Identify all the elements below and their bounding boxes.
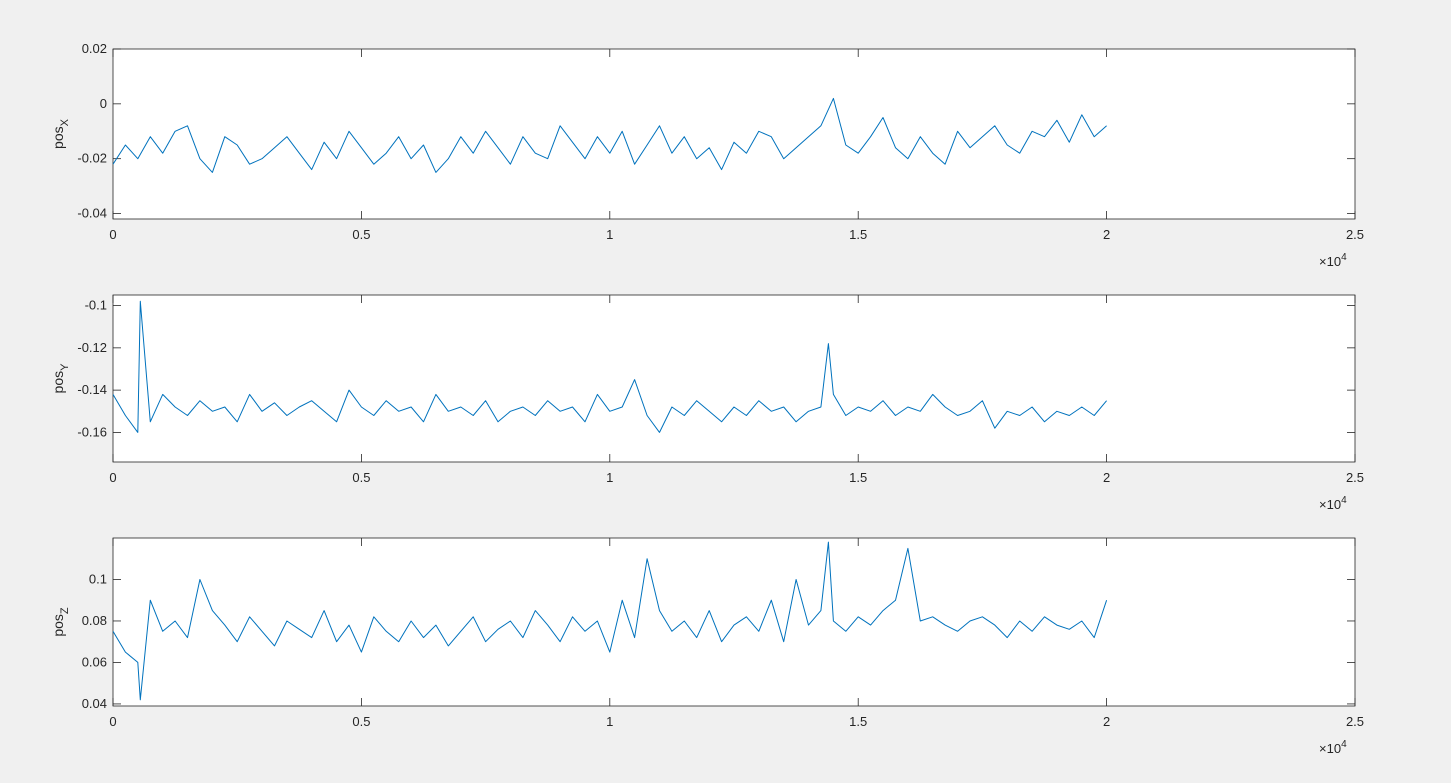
x-tick-label: 2.5 [1346, 470, 1364, 485]
y-tick-label: 0.1 [89, 571, 107, 586]
axes-box [112, 294, 1356, 463]
series-line [113, 97, 1107, 173]
y-tick-label: 0.04 [82, 696, 107, 711]
y-tick-label: 0.02 [82, 41, 107, 56]
y-tick-label: -0.1 [85, 298, 107, 313]
x-tick-label: 0 [109, 227, 116, 242]
x-tick-label: 0 [109, 714, 116, 729]
axes-box [112, 48, 1356, 220]
x-tick-label: 1 [606, 470, 613, 485]
x-exponent-label: ×104 [1319, 495, 1347, 512]
subplot-x: 0 0.5 1 1.5 2 2.5 -0.04 -0.02 0 0.02 ×104 posX [50, 41, 1364, 269]
x-tick-label: 0.5 [352, 714, 370, 729]
x-exponent-label: ×104 [1319, 739, 1347, 756]
x-tick-label: 0 [109, 470, 116, 485]
y-tick-label: -0.14 [77, 382, 107, 397]
subplot-y: 0 0.5 1 1.5 2 2.5 -0.16 -0.14 -0.12 -0.1 ×104 posY [50, 294, 1364, 512]
y-axis-label: posZ [50, 607, 71, 637]
x-tick-label: 2.5 [1346, 227, 1364, 242]
subplot-z: 0 0.5 1 1.5 2 2.5 0.04 0.06 0.08 0.1 ×104 posZ [50, 537, 1364, 756]
x-tick-label: 1 [606, 227, 613, 242]
y-tick-label: 0.06 [82, 654, 107, 669]
x-tick-label: 1.5 [849, 227, 867, 242]
x-tick-label: 1.5 [849, 714, 867, 729]
x-tick-label: 2.5 [1346, 714, 1364, 729]
y-tick-label: -0.02 [77, 151, 107, 166]
y-axis-label: posX [50, 118, 71, 149]
y-axis-label: posY [50, 363, 71, 394]
x-tick-label: 1.5 [849, 470, 867, 485]
axes-box [112, 537, 1356, 707]
y-tick-label: 0.08 [82, 613, 107, 628]
x-tick-label: 2 [1103, 470, 1110, 485]
x-tick-label: 2 [1103, 227, 1110, 242]
series-line [113, 541, 1108, 701]
x-tick-label: 2 [1103, 714, 1110, 729]
y-tick-label: -0.04 [77, 206, 107, 221]
y-tick-label: 0 [100, 96, 107, 111]
x-tick-label: 0.5 [352, 227, 370, 242]
x-tick-label: 0.5 [352, 470, 370, 485]
x-exponent-label: ×104 [1319, 252, 1347, 269]
y-tick-label: -0.16 [77, 424, 107, 439]
series-line [113, 300, 1107, 433]
y-tick-label: -0.12 [77, 340, 107, 355]
x-tick-label: 1 [606, 714, 613, 729]
